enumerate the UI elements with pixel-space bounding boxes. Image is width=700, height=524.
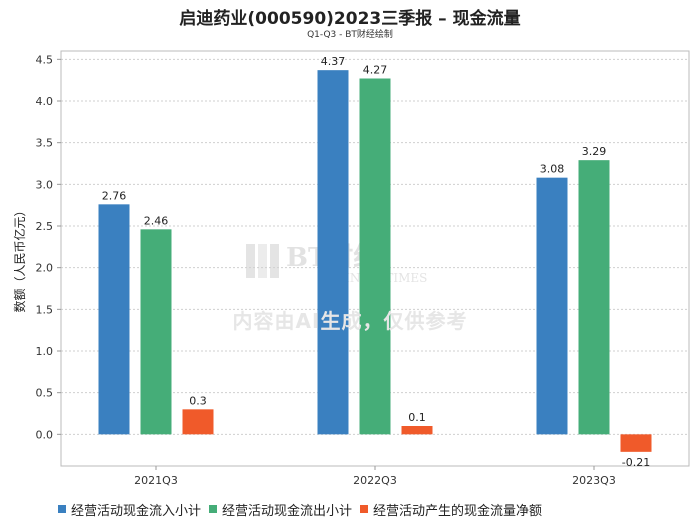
data-label: 0.1 [408, 411, 426, 424]
x-tick-label: 2021Q3 [134, 474, 178, 487]
y-tick-label: 0.5 [36, 387, 54, 400]
legend-swatch [58, 505, 66, 513]
y-tick-label: 1.5 [36, 303, 54, 316]
y-tick-label: 1.0 [36, 345, 54, 358]
data-label: -0.21 [622, 456, 650, 469]
y-tick-label: 3.5 [36, 137, 54, 150]
watermark-logo-bar [270, 244, 279, 278]
chart-subtitle: Q1-Q3 - BT财经绘制 [307, 30, 393, 40]
bar-3 [182, 409, 214, 435]
legend-label: 经营活动产生的现金流量净额 [373, 503, 543, 519]
y-tick-label: 4.5 [36, 53, 54, 66]
legend-swatch [209, 505, 218, 513]
y-tick-label: 0.0 [36, 428, 54, 441]
bar-1 [536, 177, 568, 435]
data-label: 2.76 [102, 189, 127, 202]
bar-2 [140, 229, 172, 435]
bar-1 [317, 70, 349, 435]
legend-item[interactable]: 经营活动现金流出小计 [209, 500, 352, 519]
data-label: 3.29 [582, 145, 607, 158]
legend-label: 经营活动现金流出小计 [222, 503, 353, 519]
data-label: 0.3 [189, 394, 207, 407]
legend-item[interactable]: 经营活动产生的现金流量净额 [360, 500, 542, 519]
legend-swatch [360, 505, 369, 513]
x-tick-label: 2022Q3 [353, 474, 397, 487]
legend-label: 经营活动现金流入小计 [71, 503, 202, 519]
watermark-logo-bar [246, 244, 255, 278]
y-tick-label: 3.0 [36, 178, 54, 191]
bar-2 [359, 78, 391, 435]
chart-legend: 经营活动现金流入小计 经营活动现金流出小计 经营活动产生的现金流量净额 [58, 499, 544, 519]
watermark-logo-bar [258, 244, 267, 278]
y-axis-label: 数额（人民币亿元） [12, 204, 27, 312]
bar-2 [578, 160, 610, 435]
y-tick-label: 2.0 [36, 262, 54, 275]
x-tick-label: 2023Q3 [572, 474, 616, 487]
data-label: 2.46 [144, 214, 169, 227]
y-tick-label: 4.0 [36, 95, 54, 108]
data-label: 4.37 [321, 55, 346, 68]
chart-title: 启迪药业(000590)2023三季报 – 现金流量 [179, 9, 521, 29]
data-label: 4.27 [363, 64, 388, 77]
bar-3 [620, 434, 652, 452]
legend-item[interactable]: 经营活动现金流入小计 [58, 500, 201, 519]
y-tick-label: 2.5 [36, 220, 54, 233]
data-label: 3.08 [540, 163, 565, 176]
watermark-notice: 内容由AI生成，仅供参考 [232, 309, 468, 333]
bar-3 [401, 426, 433, 435]
bar-1 [98, 204, 130, 435]
